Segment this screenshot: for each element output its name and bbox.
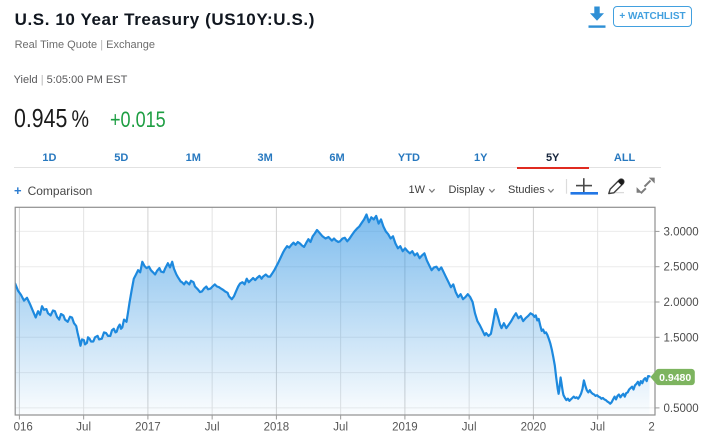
svg-text:2020: 2020 xyxy=(521,422,547,434)
svg-text:0.5000: 0.5000 xyxy=(664,403,699,415)
svg-text:Jul: Jul xyxy=(462,422,477,434)
svg-text:1.5000: 1.5000 xyxy=(664,332,699,344)
svg-text:Jul: Jul xyxy=(76,422,91,434)
svg-text:0.9480: 0.9480 xyxy=(659,372,691,384)
svg-text:2018: 2018 xyxy=(264,422,290,434)
svg-text:016: 016 xyxy=(14,422,33,434)
svg-text:2019: 2019 xyxy=(392,422,418,434)
svg-text:Jul: Jul xyxy=(333,422,348,434)
svg-text:2017: 2017 xyxy=(135,422,161,434)
svg-text:Jul: Jul xyxy=(590,422,605,434)
svg-text:3.0000: 3.0000 xyxy=(664,226,699,238)
svg-text:Jul: Jul xyxy=(205,422,220,434)
svg-text:2.0000: 2.0000 xyxy=(664,297,699,309)
svg-text:2: 2 xyxy=(648,422,654,434)
svg-text:2.5000: 2.5000 xyxy=(664,262,699,274)
